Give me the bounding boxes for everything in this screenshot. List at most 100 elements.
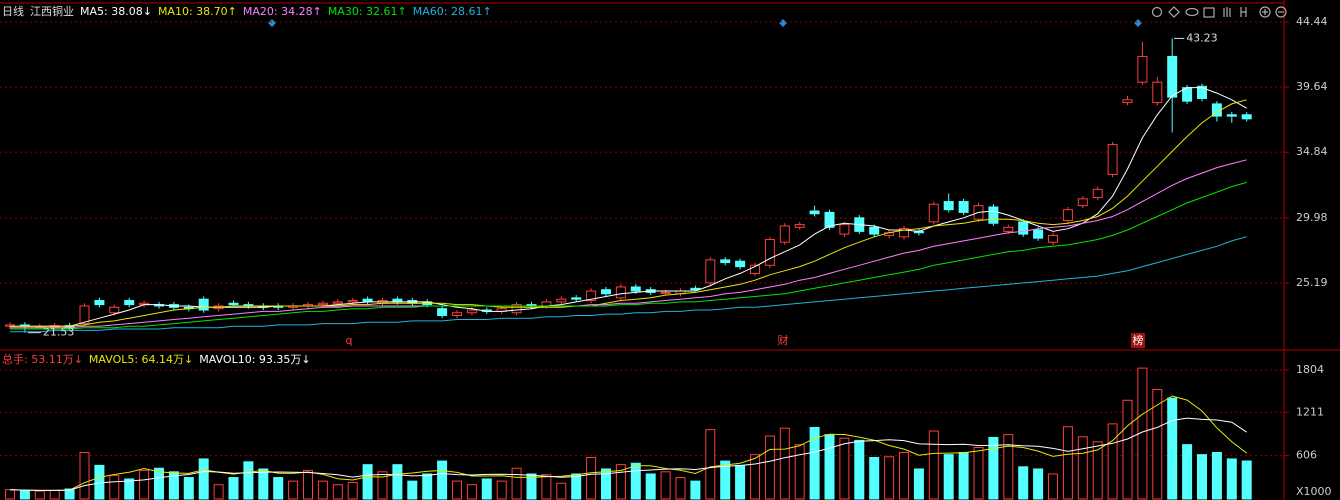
legend-entry: 日线	[2, 4, 24, 18]
volume-bar	[168, 471, 179, 500]
volume-bar	[690, 480, 701, 500]
volume-bar	[660, 471, 671, 500]
volume-bar	[452, 480, 462, 500]
candle-body	[943, 201, 954, 211]
volume-bar	[437, 460, 448, 500]
volume-bar	[556, 482, 567, 500]
y-tick-label: 1211	[1296, 405, 1324, 418]
event-diamond[interactable]	[268, 19, 276, 27]
candle-body	[869, 226, 880, 235]
volume-bar	[675, 477, 686, 500]
volume-bar	[213, 484, 224, 500]
volume-bar	[899, 452, 909, 500]
candle-body	[1122, 99, 1133, 104]
event-label[interactable]: 财	[778, 333, 789, 347]
volume-bar	[139, 469, 150, 500]
tool-icon[interactable]	[1168, 6, 1180, 18]
candle-body	[511, 304, 522, 314]
hand-icon[interactable]	[1223, 7, 1231, 17]
event-label[interactable]: q	[346, 334, 353, 347]
volume-bar	[198, 458, 209, 500]
volume-bar	[5, 489, 15, 500]
volume-bar	[526, 473, 537, 500]
y-tick-label: 25.19	[1296, 276, 1328, 289]
candle-body	[764, 239, 775, 266]
candle-body	[109, 306, 120, 314]
legend-entry: MA10: 38.70↑	[158, 5, 237, 18]
box-icon[interactable]	[1203, 7, 1215, 18]
candle-body	[899, 228, 909, 238]
fit-icon[interactable]	[1240, 7, 1247, 17]
candle-body	[928, 203, 939, 223]
candle-body	[824, 211, 835, 228]
volume-bar	[958, 452, 969, 500]
volume-bar	[19, 489, 30, 500]
volume-bar	[94, 464, 105, 500]
volume-bar	[1137, 367, 1148, 500]
volume-bar	[750, 454, 760, 500]
candle-body	[317, 302, 328, 306]
volume-bar	[794, 444, 805, 500]
candle-body	[1092, 188, 1103, 198]
volume-bar	[481, 478, 492, 500]
zoom-out-icon[interactable]	[1275, 6, 1287, 18]
candle-body	[1033, 229, 1044, 239]
volume-bar	[869, 457, 880, 500]
volume-bar	[362, 464, 373, 500]
candle-body	[660, 291, 671, 294]
candle-body	[332, 301, 343, 304]
volume-bar	[601, 468, 611, 500]
eye-icon[interactable]	[1185, 7, 1199, 17]
candle-body	[794, 224, 805, 228]
volume-bar	[630, 462, 641, 500]
volume-bar	[243, 461, 254, 500]
candle-body	[1018, 221, 1029, 235]
ma-line	[10, 99, 1247, 327]
volume-bar	[854, 439, 865, 500]
volume-bar	[303, 469, 313, 500]
volume-bar	[183, 477, 194, 500]
volume-bar	[720, 460, 731, 500]
volume-bar	[943, 454, 954, 500]
candle-body	[1167, 55, 1178, 98]
volume-bar	[973, 446, 984, 500]
volume-unit: X1000	[1296, 485, 1332, 498]
toolbar	[1151, 6, 1287, 18]
candle-body	[586, 290, 597, 302]
volume-bar	[273, 477, 284, 500]
candle-body	[228, 302, 239, 306]
legend-entry: 江西铜业	[30, 4, 74, 18]
volume-bar	[824, 434, 835, 500]
volume-bar	[1077, 436, 1088, 500]
candle-body	[94, 300, 105, 306]
settings-icon[interactable]	[1151, 6, 1163, 18]
volume-bar	[466, 484, 477, 500]
volume-bar	[1211, 452, 1222, 500]
volume-bar	[615, 464, 626, 500]
volume-bar	[586, 457, 597, 500]
volume-bar	[1033, 468, 1044, 500]
event-label[interactable]: 榜	[1133, 333, 1144, 347]
event-diamonds	[268, 19, 1142, 27]
candle-body	[466, 309, 477, 314]
candle-body	[1048, 234, 1058, 243]
candle-body	[705, 259, 716, 284]
candle-body	[1077, 198, 1088, 207]
volume-bar	[258, 468, 269, 500]
candle-body	[839, 224, 850, 235]
volume-bar	[228, 477, 239, 500]
volume-bar	[317, 480, 328, 500]
volume-bar	[288, 480, 299, 500]
volume-bar	[571, 473, 582, 500]
candle-body	[615, 286, 626, 299]
volume-bar	[1003, 434, 1014, 500]
volume-bar	[1122, 399, 1133, 500]
event-diamond[interactable]	[779, 19, 787, 27]
zoom-in-icon[interactable]	[1259, 6, 1271, 18]
volume-bar	[154, 467, 164, 500]
candle-body	[1062, 209, 1073, 222]
event-diamond[interactable]	[1134, 19, 1142, 27]
volume-bar	[64, 488, 75, 500]
volume-bar	[422, 473, 433, 500]
